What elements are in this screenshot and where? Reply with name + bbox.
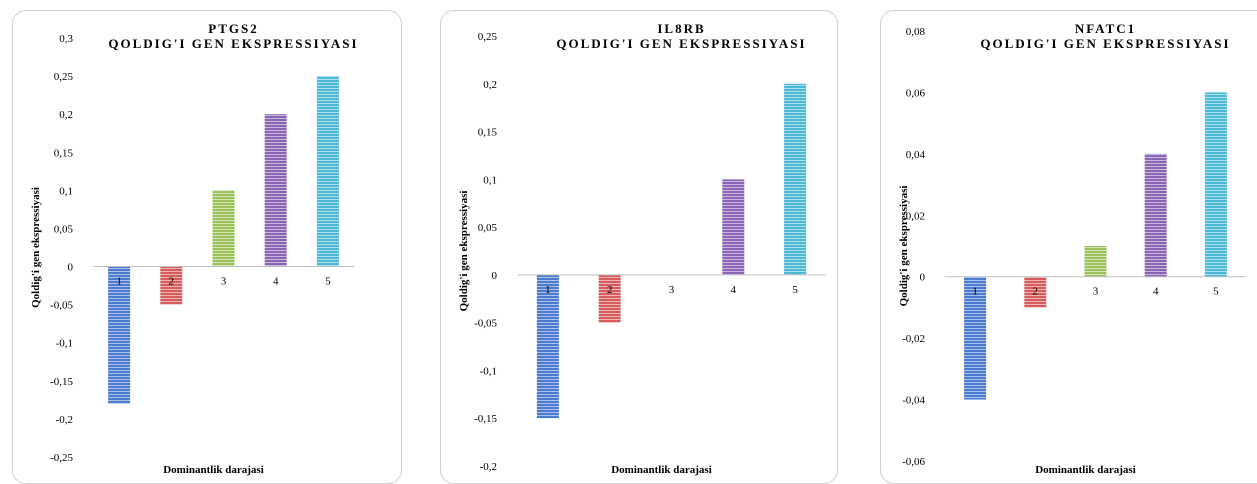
y-tick-label: 0,1: [483, 174, 497, 186]
x-category-label: 5: [325, 276, 331, 288]
y-tick-label: 0,25: [478, 31, 498, 43]
y-tick-label: -0,25: [50, 452, 73, 464]
y-tick-label: -0,15: [50, 376, 73, 388]
bar-1: [964, 276, 987, 400]
y-tick-label: -0,1: [480, 365, 497, 377]
y-tick-label: -0,15: [474, 413, 497, 425]
y-tick-label: 0,04: [906, 149, 926, 161]
chart-panel-nfatc1: NFATC1 QOLDIG'I GEN EKSPRESSIYASI 0,08 0,06…: [880, 10, 1257, 484]
y-axis-title: Qoldig'i gen ekspressiyasi: [30, 187, 42, 308]
y-tick-label: 0,15: [54, 147, 74, 159]
y-tick-label: 0,2: [483, 79, 497, 91]
chart-title: PTGS2: [208, 21, 258, 36]
x-category-label: 4: [273, 276, 279, 288]
bar-2: [1024, 276, 1047, 308]
y-axis-title: Qoldig'i gen ekspressiyasi: [458, 191, 470, 312]
x-axis-title: Dominantlik darajasi: [611, 464, 712, 476]
y-tick-label: 0,1: [59, 185, 73, 197]
x-category-label: 2: [169, 276, 175, 288]
y-tick-label: 0,08: [906, 26, 926, 38]
y-tick-label: 0,05: [54, 223, 74, 235]
bar-4: [264, 114, 287, 267]
y-tick-label: -0,04: [902, 395, 925, 407]
x-category-label: 5: [1213, 286, 1219, 298]
chart-panel-il8rb: IL8RB QOLDIG'I GEN EKSPRESSIYASI 0,25 0,2 0,…: [440, 10, 838, 484]
x-category-label: 2: [607, 284, 613, 296]
y-tick-label: -0,05: [50, 300, 73, 312]
y-tick-label: -0,05: [474, 318, 497, 330]
y-tick-label: -0,06: [902, 456, 925, 468]
x-axis-title: Dominantlik darajasi: [163, 464, 264, 476]
y-tick-label: -0,1: [56, 338, 73, 350]
y-tick-label: 0: [68, 262, 74, 274]
bar-1: [108, 266, 131, 404]
chart-subtitle: QOLDIG'I GEN EKSPRESSIYASI: [980, 36, 1230, 51]
bar-4: [722, 179, 745, 275]
y-tick-label: 0: [920, 272, 926, 284]
x-category-label: 4: [731, 284, 737, 296]
x-axis-title: Dominantlik darajasi: [1035, 464, 1136, 476]
y-tick-label: 0,2: [59, 109, 73, 121]
bar-1: [536, 274, 559, 419]
x-category-label: 3: [1093, 286, 1099, 298]
x-category-label: 5: [792, 284, 798, 296]
chart-subtitle: QOLDIG'I GEN EKSPRESSIYASI: [108, 36, 358, 51]
y-tick-label: 0: [492, 270, 498, 282]
bar-5: [316, 76, 339, 267]
y-axis-title: Qoldig'i gen ekspressiyasi: [898, 186, 910, 307]
y-tick-label: -0,2: [480, 461, 497, 473]
bar-5: [1204, 92, 1227, 277]
x-category-label: 1: [545, 284, 551, 296]
y-tick-label: 0,3: [59, 33, 73, 45]
y-tick-label: 0,02: [906, 210, 925, 222]
chart-title: IL8RB: [657, 21, 705, 36]
x-category-label: 3: [669, 284, 675, 296]
bar-2: [160, 266, 183, 305]
bar-2: [598, 274, 621, 323]
x-category-label: 1: [972, 286, 978, 298]
y-tick-label: 0,15: [478, 127, 498, 139]
x-category-label: 1: [116, 276, 122, 288]
bar-4: [1144, 153, 1167, 277]
y-tick-label: 0,25: [54, 71, 74, 83]
bar-5: [784, 83, 807, 275]
y-tick-label: 0,05: [478, 222, 498, 234]
y-tick-label: -0,2: [56, 414, 73, 426]
x-category-label: 3: [221, 276, 227, 288]
x-category-label: 4: [1153, 286, 1159, 298]
bar-3: [1084, 246, 1107, 277]
bar-3: [212, 190, 235, 267]
y-tick-label: -0,02: [902, 333, 925, 345]
chart-panel-ptgs2: PTGS2 QOLDIG'I GEN EKSPRESSIYASI 0,3 0,25 0,…: [12, 10, 402, 484]
chart-title: NFATC1: [1075, 21, 1136, 36]
y-tick-label: 0,06: [906, 87, 926, 99]
chart-subtitle: QOLDIG'I GEN EKSPRESSIYASI: [556, 36, 806, 51]
x-category-label: 2: [1033, 286, 1039, 298]
